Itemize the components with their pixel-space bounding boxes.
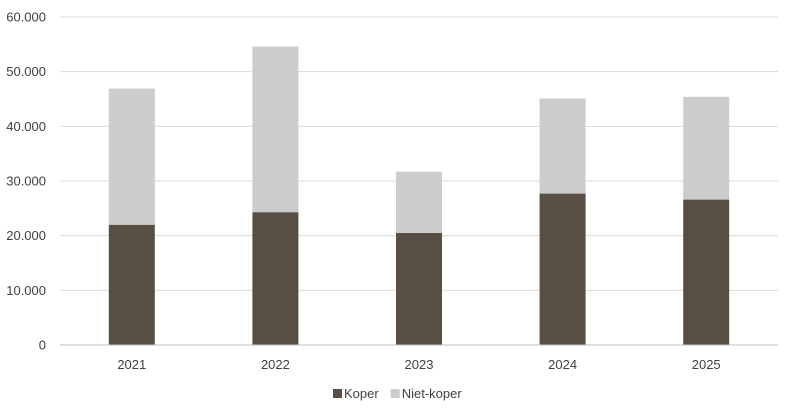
- legend-swatch: [333, 389, 342, 398]
- y-tick-label: 0: [39, 338, 46, 353]
- bar-niet-koper-2024: [539, 98, 586, 194]
- bars: [108, 46, 730, 345]
- bar-niet-koper-2022: [252, 46, 299, 213]
- x-tick-label: 2022: [261, 357, 290, 372]
- bar-koper-2025: [683, 199, 730, 345]
- bar-niet-koper-2021: [108, 88, 155, 225]
- y-tick-label: 50.000: [6, 64, 46, 79]
- x-tick-label: 2021: [117, 357, 146, 372]
- x-tick-label: 2025: [692, 357, 721, 372]
- x-tick-label: 2024: [548, 357, 577, 372]
- y-tick-label: 60.000: [6, 10, 46, 25]
- legend: Koper Niet-koper: [333, 386, 462, 401]
- y-tick-label: 30.000: [6, 174, 46, 189]
- y-tick-label: 10.000: [6, 283, 46, 298]
- bar-koper-2023: [396, 232, 442, 345]
- y-axis-tick-labels: 0 10.000 20.000 30.000 40.000 50.000 60.000: [6, 10, 46, 353]
- legend-swatch: [390, 389, 400, 398]
- y-tick-label: 40.000: [6, 119, 46, 134]
- bar-niet-koper-2023: [396, 171, 442, 233]
- bar-niet-koper-2025: [683, 96, 730, 200]
- legend-label: Niet-koper: [402, 386, 463, 401]
- bar-koper-2024: [539, 193, 586, 345]
- x-axis-tick-labels: 2021 2022 2023 2024 2025: [117, 357, 720, 372]
- x-tick-label: 2023: [405, 357, 434, 372]
- bar-koper-2022: [252, 212, 299, 345]
- legend-label: Koper: [344, 386, 379, 401]
- bar-koper-2021: [108, 224, 155, 345]
- y-tick-label: 20.000: [6, 228, 46, 243]
